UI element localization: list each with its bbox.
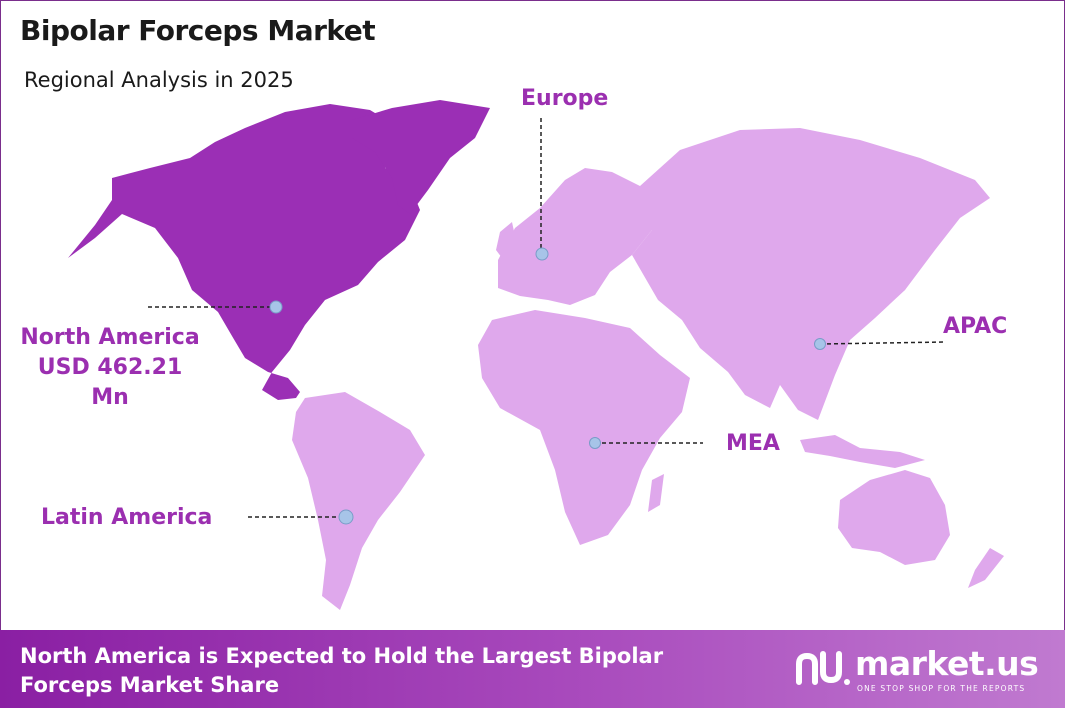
europe-name: Europe [521,86,609,111]
apac-name: APAC [943,314,1008,339]
southeast-asia-islands-shape [800,435,925,468]
north-america-value: USD 462.21 Mn [37,355,183,410]
footer-banner: North America is Expected to Hold the La… [0,630,1065,708]
europe-marker [535,247,549,261]
south-america-shape [292,392,425,610]
apac-marker [814,338,826,350]
greenland-shape [352,100,490,214]
brand-name: market.us [855,644,1039,683]
brand-tagline: ONE STOP SHOP FOR THE REPORTS [857,684,1026,693]
latin-america-label: Latin America [41,503,212,533]
madagascar-shape [648,474,664,512]
page-subtitle: Regional Analysis in 2025 [24,68,294,92]
apac-label: APAC [943,312,1007,342]
market-us-logo-icon [796,651,850,685]
australia-shape [838,470,950,565]
japan-shape [888,238,918,300]
africa-shape [478,310,690,545]
north-america-name: North America [20,325,200,350]
new-zealand-shape [968,548,1004,588]
mea-marker [589,437,601,449]
north-america-label: North America USD 462.21 Mn [16,323,204,413]
footer-message: North America is Expected to Hold the La… [20,644,664,697]
europe-shape [498,168,660,305]
north-america-shape [68,104,420,400]
brand-block: market.us ONE STOP SHOP FOR THE REPORTS [795,644,1039,696]
mea-label: MEA [726,429,780,459]
north-america-marker [269,300,283,314]
uk-shape [496,222,518,262]
europe-label: Europe [521,84,608,114]
mea-name: MEA [726,431,780,456]
latin-america-name: Latin America [41,505,213,530]
page-title: Bipolar Forceps Market [20,14,376,47]
latin-america-marker [338,509,354,525]
asia-shape [632,128,990,420]
world-map [68,100,1004,610]
